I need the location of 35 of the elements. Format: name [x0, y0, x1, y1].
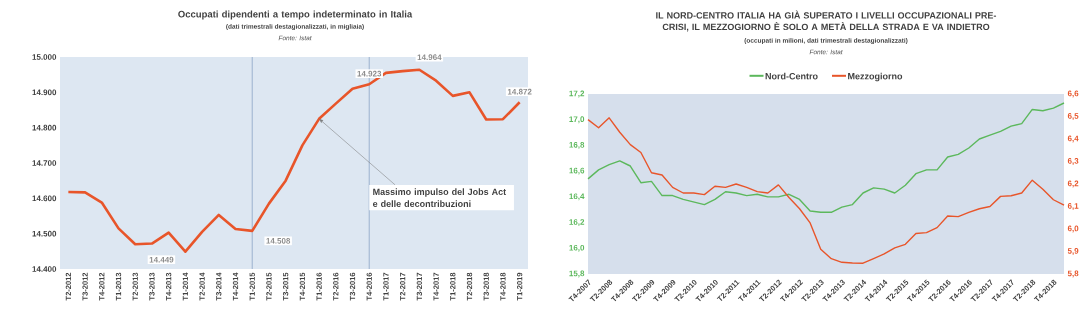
- y-tick-label: 16,0: [569, 244, 585, 252]
- y-tick-label: 14.500: [32, 230, 57, 237]
- data-label: 14.872: [507, 88, 532, 95]
- y-tick-label: 14.400: [32, 266, 57, 272]
- y2-tick-label: 6,0: [1067, 225, 1079, 233]
- y2-tick-label: 6,6: [1067, 90, 1079, 98]
- y-tick-label: 14.900: [32, 89, 57, 96]
- y-tick-label: 17,2: [569, 90, 585, 98]
- y2-tick-label: 6,4: [1067, 135, 1079, 143]
- legend-label: Nord-Centro: [765, 72, 818, 80]
- y-tick-label: 14.600: [32, 195, 57, 202]
- y2-tick-label: 5,9: [1067, 248, 1079, 255]
- data-label: 14.449: [149, 256, 174, 263]
- y-tick-label: 15,8: [569, 270, 585, 278]
- y-tick-label: 16,8: [569, 142, 585, 149]
- data-label: 14.508: [266, 238, 291, 244]
- y2-tick-label: 6,5: [1067, 113, 1079, 120]
- data-label: 14.923: [357, 70, 382, 77]
- y2-tick-label: 6,1: [1067, 203, 1079, 210]
- y2-tick-label: 6,3: [1067, 158, 1079, 165]
- y-tick-label: 14.700: [32, 160, 57, 166]
- y-tick-label: 16,2: [569, 219, 585, 226]
- y-tick-label: 16,4: [569, 193, 585, 201]
- data-label: 14.964: [417, 54, 442, 61]
- y-tick-label: 14.800: [32, 124, 57, 131]
- chart-title: IL NORD-CENTRO ITALIA HA GIÀ SUPERATO I LIVELLI OCCUPAZIONALI PRE-CRISI, IL MEZZOGIORNO È SOLO A METÀ DELLA STRADA E VA INDIETRO: [656, 10, 997, 32]
- y-tick-label: 15.000: [32, 54, 57, 60]
- chart-title: Occupati dipendenti a tempo indeterminato in Italia: [178, 10, 413, 20]
- y-tick-label: 16,6: [569, 167, 585, 175]
- y2-tick-label: 5,8: [1067, 270, 1079, 278]
- legend-label: Mezzogiorno: [848, 72, 903, 82]
- y2-tick-label: 6,2: [1067, 180, 1079, 188]
- line-series: [587, 117, 1065, 264]
- annotation: Massimo impulso del Jobs Act e delle decontribuzioni: [372, 188, 507, 207]
- y-tick-label: 17,0: [569, 116, 585, 124]
